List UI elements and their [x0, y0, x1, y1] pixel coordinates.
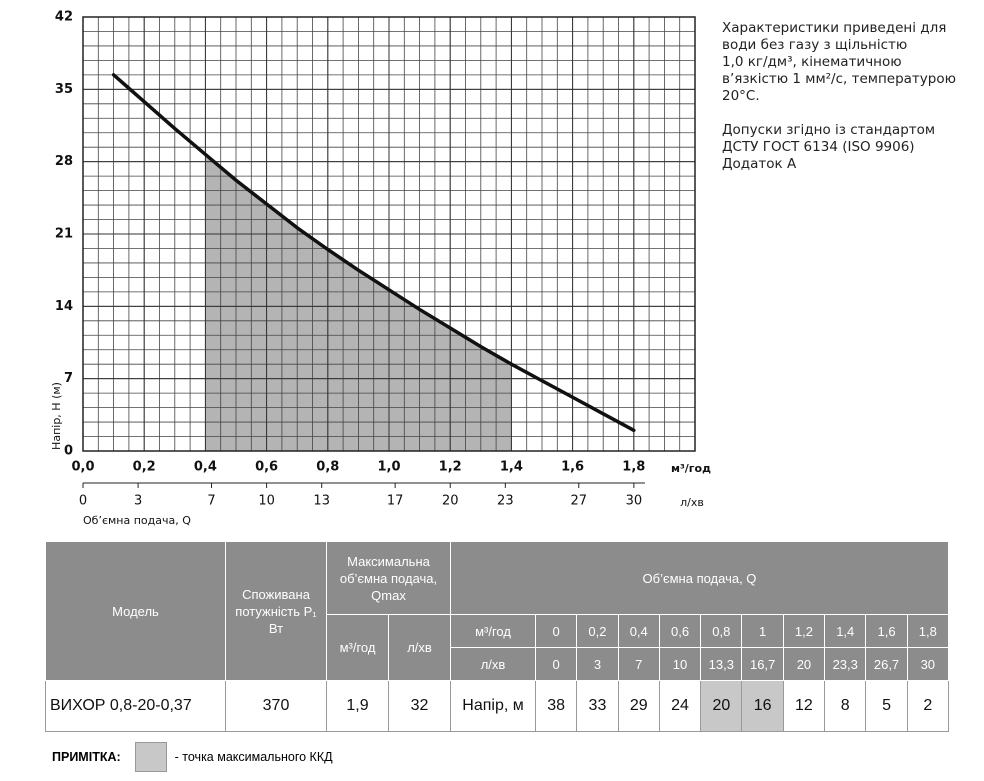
flow-header-cell: 0,2: [576, 614, 619, 648]
legend-note: ПРИМІТКА: - точка максимального ККД: [52, 742, 333, 772]
y-axis-label: Напір, H (м): [50, 382, 63, 450]
note-paragraph: Допуски згідно із стандартом ДСТУ ГОСТ 61…: [722, 122, 956, 173]
note-line: Характеристики приведені для: [722, 20, 947, 36]
note-line: 20°C.: [722, 88, 760, 104]
x-tick-label: 0,2: [133, 460, 156, 475]
table-cell: 29: [617, 680, 660, 732]
y-tick-label: 42: [55, 10, 73, 25]
head-curve: [111, 73, 636, 433]
flow-header-cell: 0,4: [617, 614, 660, 648]
y-tick-label: 0: [64, 444, 73, 459]
flow-header-cell: 1,8: [906, 614, 949, 648]
x-tick-label: 1,2: [439, 460, 462, 475]
x2-tick-label: 7: [207, 494, 215, 509]
header-power: Споживана потужність P₁ Вт: [225, 541, 327, 681]
x2-tick-label: 3: [134, 494, 142, 509]
x-tick-label: 0,6: [255, 460, 278, 475]
x2-tick-label: 20: [442, 494, 459, 509]
x-tick-label: 1,4: [500, 460, 523, 475]
flow-header-cell: 10: [658, 647, 702, 681]
flow-header-cell: л/хв: [450, 647, 536, 681]
table-cell: 5: [865, 680, 908, 732]
x2-tick-label: 27: [570, 494, 587, 509]
note-line: ДСТУ ГОСТ 6134 (ISO 9906): [722, 139, 915, 155]
table-cell: 12: [782, 680, 826, 732]
flow-header-cell: 20: [782, 647, 826, 681]
x2-unit: л/хв: [680, 496, 704, 509]
x-tick-label: 1,8: [622, 460, 645, 475]
note-paragraph: Характеристики приведені для води без газ…: [722, 20, 956, 105]
y-tick-label: 14: [55, 299, 73, 314]
header-flow: Об’ємна подача, Q: [450, 541, 949, 615]
x-tick-label: 0,8: [316, 460, 339, 475]
spec-table: Модель Споживана потужність P₁ Вт Максимал…: [45, 541, 949, 732]
note-line: води без газу з щільністю: [722, 37, 908, 53]
header-qmax-unit: л/хв: [388, 614, 451, 681]
x-tick-label: 0,0: [71, 460, 94, 475]
table-cell: 33: [576, 680, 619, 732]
note-text: - точка максимального ККД: [174, 750, 333, 764]
y-tick-label: 21: [55, 227, 73, 242]
flow-header-cell: 1,2: [782, 614, 826, 648]
flow-header-cell: 0: [534, 614, 578, 648]
note-line: в’язкістю 1 мм²/с, температурою: [722, 71, 956, 87]
x2-tick-label: 17: [387, 494, 404, 509]
flow-header-cell: 0,8: [700, 614, 743, 648]
flow-header-cell: 13,3: [700, 647, 743, 681]
table-cell: 8: [824, 680, 867, 732]
table-cell: 370: [225, 680, 327, 732]
table-cell: 1,9: [326, 680, 389, 732]
x-tick-label: 0,4: [194, 460, 217, 475]
table-row: л/хв 0 3 7 10 13,3 16,7 20 23,3 26,7 30: [46, 647, 949, 681]
y-tick-label: 28: [55, 154, 73, 169]
x2-tick-label: 30: [626, 494, 643, 509]
flow-header-cell: 3: [576, 647, 619, 681]
table-cell: 20: [700, 680, 743, 732]
plot-frame: [82, 16, 696, 452]
table-cell: 24: [658, 680, 702, 732]
table-cell: ВИХОР 0,8-20-0,37: [45, 680, 226, 732]
note-line: Додаток А: [722, 156, 797, 172]
x2-tick-label: 10: [258, 494, 275, 509]
table-row: Модель Споживана потужність P₁ Вт Максимал…: [45, 541, 949, 681]
x-tick-label: 1,0: [377, 460, 400, 475]
flow-header-cell: 0: [534, 647, 578, 681]
flow-header-cell: 1,4: [824, 614, 867, 648]
x-unit: м³/год: [671, 462, 711, 475]
table-cell: 2: [906, 680, 949, 732]
note-swatch: [134, 742, 167, 772]
x-axis-label: Об’ємна подача, Q: [83, 514, 191, 527]
flow-header-cell: 26,7: [865, 647, 908, 681]
x-tick-label: 1,6: [561, 460, 584, 475]
flow-header-cell: 1,6: [865, 614, 908, 648]
flow-header-cell: 16,7: [741, 647, 784, 681]
chart: 0 7 14 21 28 35 42 0,0 0,2 0,4 0,6 0,8 1,0 1,2 1,4 1,6 1…: [50, 10, 711, 528]
x2-tick-label: 13: [313, 494, 330, 509]
note-line: Допуски згідно із стандартом: [722, 122, 936, 138]
y-tick-label: 35: [55, 82, 73, 97]
table-cell: 32: [388, 680, 451, 732]
flow-header-cell: 23,3: [824, 647, 867, 681]
flow-header-cell: 0,6: [658, 614, 702, 648]
flow-header-cell: 7: [617, 647, 660, 681]
x2-tick-label: 23: [497, 494, 514, 509]
flow-header-cell: м³/год: [450, 614, 536, 648]
header-qmax: Максимальна об’ємна подача, Qmax: [326, 541, 451, 615]
flow-header-cell: 30: [906, 647, 949, 681]
table-cell: 38: [534, 680, 578, 732]
y-tick-label: 7: [64, 371, 73, 386]
notes: Характеристики приведені для води без газ…: [722, 20, 956, 190]
x2-tick-label: 0: [79, 494, 87, 509]
header-qmax-unit: м³/год: [326, 614, 389, 681]
table-cell: Напір, м: [450, 680, 536, 732]
note-line: 1,0 кг/дм³, кінематичною: [722, 54, 902, 70]
note-label: ПРИМІТКА:: [52, 750, 121, 764]
table-row: ВИХОР 0,8-20-0,37 370 1,9 32 Напір, м 38 33 29 2…: [45, 680, 949, 732]
header-model: Модель: [45, 541, 226, 681]
table-cell: 16: [741, 680, 784, 732]
flow-header-cell: 1: [741, 614, 784, 648]
